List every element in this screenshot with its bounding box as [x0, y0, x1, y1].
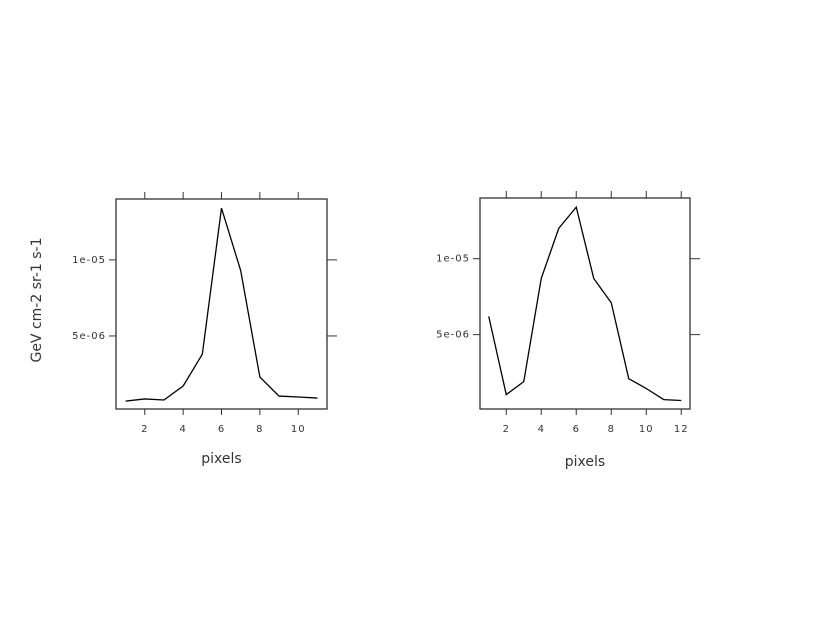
- x-tick-label: 6: [573, 424, 580, 435]
- y-axis-label: GeV cm-2 sr-1 s-1: [29, 237, 45, 362]
- plot-frame: [115, 198, 328, 410]
- x-axis-label: pixels: [565, 454, 605, 470]
- x-tick-label: 10: [639, 424, 654, 435]
- x-tick-label: 6: [218, 424, 225, 435]
- x-tick-label: 2: [141, 424, 148, 435]
- data-line: [488, 205, 682, 402]
- x-axis-label: pixels: [201, 451, 241, 467]
- plot-frame: [479, 197, 691, 410]
- y-tick-label: 5e-06: [72, 331, 106, 342]
- data-line: [125, 207, 318, 402]
- y-tick-label: 1e-05: [72, 255, 106, 266]
- y-tick-label: 1e-05: [436, 254, 470, 265]
- x-tick-label: 8: [256, 424, 263, 435]
- x-tick-label: 2: [503, 424, 510, 435]
- x-tick-label: 4: [179, 424, 186, 435]
- y-tick-label: 5e-06: [436, 330, 470, 341]
- x-tick-label: 10: [291, 424, 306, 435]
- x-tick-label: 4: [538, 424, 545, 435]
- x-tick-label: 12: [674, 424, 689, 435]
- x-tick-label: 8: [608, 424, 615, 435]
